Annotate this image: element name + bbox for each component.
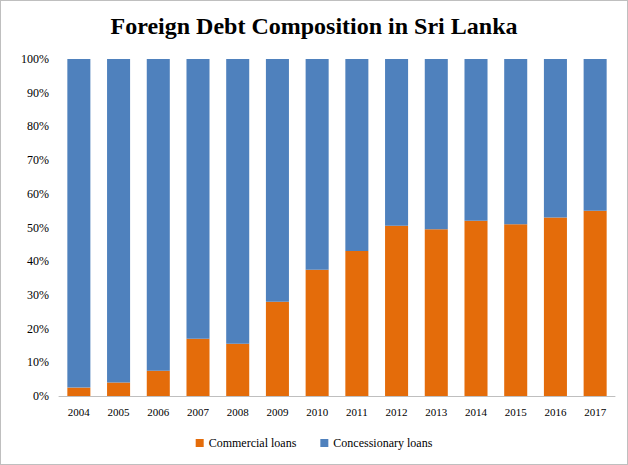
svg-text:2006: 2006 [147,406,170,418]
svg-text:40%: 40% [27,254,49,268]
svg-text:2008: 2008 [227,406,250,418]
svg-text:90%: 90% [27,86,49,100]
svg-text:10%: 10% [27,355,49,369]
svg-text:2016: 2016 [544,406,567,418]
svg-text:70%: 70% [27,153,49,167]
svg-text:2012: 2012 [386,406,408,418]
svg-text:30%: 30% [27,288,49,302]
svg-text:2011: 2011 [346,406,368,418]
svg-text:2017: 2017 [584,406,607,418]
svg-text:Commercial loans: Commercial loans [209,436,297,450]
svg-text:2004: 2004 [68,406,91,418]
svg-text:0%: 0% [33,389,49,403]
svg-text:2010: 2010 [306,406,329,418]
svg-text:2014: 2014 [465,406,488,418]
svg-text:2005: 2005 [108,406,131,418]
svg-text:2007: 2007 [187,406,210,418]
svg-text:2013: 2013 [425,406,448,418]
svg-text:60%: 60% [27,187,49,201]
svg-text:2009: 2009 [266,406,289,418]
svg-text:20%: 20% [27,322,49,336]
svg-text:Foreign Debt Composition in Sr: Foreign Debt Composition in Sri Lanka [111,13,518,39]
svg-text:2015: 2015 [505,406,528,418]
svg-text:100%: 100% [21,52,49,66]
svg-text:Concessionary loans: Concessionary loans [333,436,432,450]
svg-text:50%: 50% [27,221,49,235]
svg-text:80%: 80% [27,119,49,133]
